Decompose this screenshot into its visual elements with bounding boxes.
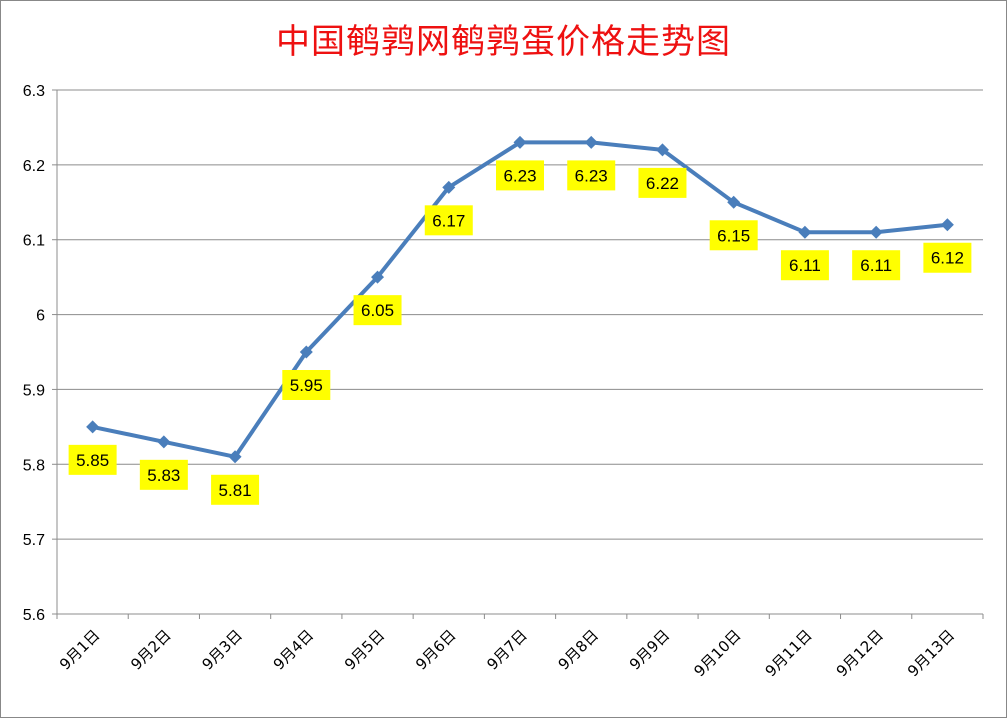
data-point xyxy=(371,270,385,284)
data-point xyxy=(299,345,313,359)
x-tick-label: 9月9日 xyxy=(626,626,673,673)
y-tick-label: 6 xyxy=(36,308,45,325)
x-tick-label: 9月4日 xyxy=(270,626,317,673)
data-point xyxy=(798,225,812,239)
data-label-box xyxy=(424,205,473,236)
data-label-box xyxy=(282,370,331,400)
data-label-box xyxy=(638,167,687,198)
x-tick-label: 9月13日 xyxy=(904,626,958,680)
data-label-box xyxy=(780,250,829,281)
y-tick-label: 5.7 xyxy=(23,532,45,549)
data-point xyxy=(157,435,171,449)
y-tick-label: 6.3 xyxy=(23,83,45,100)
data-point xyxy=(727,195,741,209)
data-label: 5.85 xyxy=(76,451,109,470)
data-label-box xyxy=(139,459,188,490)
data-point xyxy=(228,450,242,464)
x-tick-label: 9月7日 xyxy=(483,626,530,673)
data-label: 5.83 xyxy=(147,466,180,485)
data-point xyxy=(869,225,883,239)
data-label-box xyxy=(923,242,972,273)
x-tick-label: 9月3日 xyxy=(198,626,245,673)
data-label: 6.05 xyxy=(361,301,394,320)
data-point xyxy=(513,135,527,149)
data-label: 6.22 xyxy=(646,174,679,193)
data-label: 6.15 xyxy=(717,226,750,245)
x-tick-label: 9月11日 xyxy=(762,626,816,680)
data-label: 6.17 xyxy=(432,211,465,230)
data-label-box xyxy=(68,444,117,475)
data-label-box xyxy=(353,295,402,326)
y-tick-label: 5.6 xyxy=(23,607,45,624)
data-label-box xyxy=(496,160,544,191)
y-tick-label: 6.2 xyxy=(23,158,45,175)
x-tick-label: 9月1日 xyxy=(56,626,103,673)
data-point xyxy=(655,143,669,157)
y-tick-label: 5.9 xyxy=(23,382,45,399)
data-label: 5.95 xyxy=(290,376,323,395)
data-label-box xyxy=(709,220,758,251)
x-tick-label: 9月10日 xyxy=(690,626,744,680)
data-label-box xyxy=(211,474,260,505)
chart-title: 中国鹌鹑网鹌鹑蛋价格走势图 xyxy=(276,22,731,62)
x-tick-label: 9月2日 xyxy=(127,626,174,673)
data-label: 6.11 xyxy=(860,256,892,275)
data-label: 5.81 xyxy=(219,481,252,500)
data-point xyxy=(940,218,954,232)
data-label: 6.23 xyxy=(503,166,536,185)
data-label: 6.11 xyxy=(789,256,821,275)
data-label-box xyxy=(852,250,901,281)
data-label-box xyxy=(567,160,616,191)
data-point xyxy=(86,420,100,434)
x-tick-label: 9月8日 xyxy=(555,626,602,673)
data-label: 6.23 xyxy=(575,166,608,185)
x-tick-label: 9月12日 xyxy=(833,626,887,680)
data-label: 6.12 xyxy=(931,249,964,268)
data-point xyxy=(584,135,598,149)
x-tick-label: 9月5日 xyxy=(341,626,388,673)
x-tick-label: 9月6日 xyxy=(412,626,459,673)
y-tick-label: 5.8 xyxy=(23,457,45,474)
y-tick-label: 6.1 xyxy=(23,233,45,250)
data-point xyxy=(442,180,456,194)
